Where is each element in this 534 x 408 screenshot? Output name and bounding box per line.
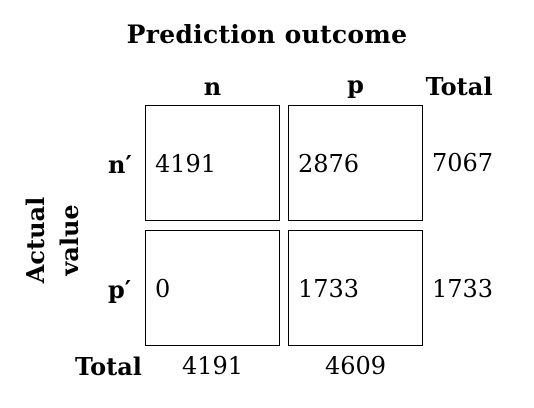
cell-value: 1733 [298, 275, 360, 303]
row-axis-label: Actual value [19, 185, 87, 295]
row-total-p-prime: 1733 [432, 275, 494, 303]
cell-value: 0 [155, 275, 171, 303]
matrix-cell-false-positive: 2876 [288, 105, 423, 221]
row-header-n-prime: n′ [108, 150, 132, 179]
column-totals-label: Total [75, 352, 142, 381]
matrix-cell-true-positive: 1733 [288, 230, 423, 346]
column-total-p: 4609 [324, 352, 387, 380]
matrix-cell-false-negative: 0 [145, 230, 280, 346]
matrix-cell-true-negative: 4191 [145, 105, 280, 221]
column-header-p: p [347, 70, 364, 99]
row-total-n-prime: 7067 [432, 149, 494, 177]
column-total-n: 4191 [181, 352, 244, 380]
cell-value: 4191 [155, 150, 217, 178]
cell-value: 2876 [298, 150, 360, 178]
column-header-total: Total [425, 72, 493, 101]
diagram-title: Prediction outcome [126, 20, 408, 49]
row-header-p-prime: p′ [108, 275, 132, 304]
row-axis-label-line-1: Actual [21, 196, 50, 284]
column-header-n: n [203, 72, 222, 101]
row-axis-label-line-2: value [55, 204, 84, 276]
